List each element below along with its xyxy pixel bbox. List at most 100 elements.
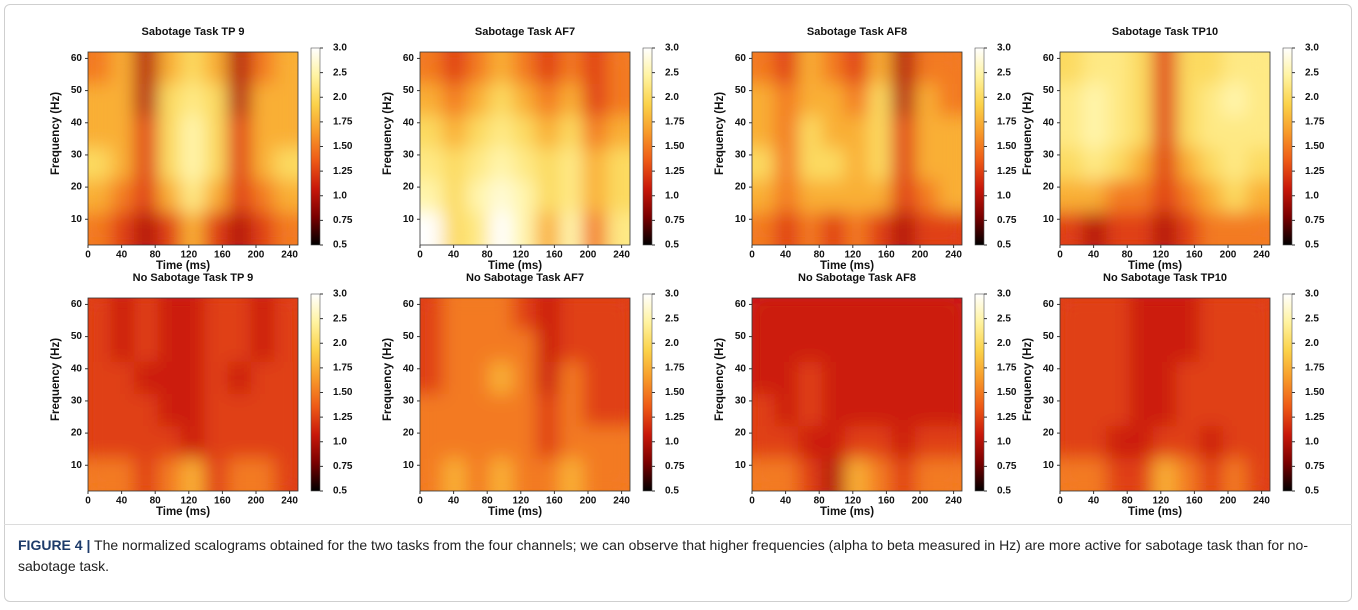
- heatmap-cell: [420, 394, 444, 428]
- heatmap-cell: [134, 426, 159, 460]
- heatmap-cell: [466, 115, 491, 149]
- x-axis-label: Time (ms): [1128, 506, 1182, 518]
- heatmap-cells: [1060, 52, 1270, 245]
- x-tick-label: 160: [214, 250, 231, 261]
- x-tick-label: 80: [1122, 496, 1134, 507]
- heatmap-cell: [1129, 458, 1154, 491]
- caption-label: FIGURE 4 |: [18, 537, 91, 553]
- heatmap-cell: [821, 180, 846, 214]
- heatmap-cell: [1246, 115, 1270, 149]
- colorbar-tick-label: 0.75: [997, 215, 1017, 226]
- y-tick-label: 10: [71, 214, 83, 225]
- heatmap-cell: [1222, 426, 1248, 460]
- colorbar-tick-label: 3.0: [665, 289, 679, 300]
- heatmap-cell: [420, 458, 444, 491]
- heatmap-cell: [442, 115, 468, 149]
- heatmap-cell: [821, 298, 846, 331]
- x-tick-label: 200: [1220, 496, 1237, 507]
- heatmap-cell: [914, 361, 940, 395]
- heatmap-cell: [844, 180, 870, 214]
- heatmap-cell: [891, 426, 916, 460]
- chart-title: Sabotage Task TP10: [1112, 26, 1218, 38]
- caption-rule: [4, 524, 1352, 525]
- heatmap-cell: [844, 329, 870, 363]
- heatmap-cell: [442, 180, 468, 214]
- heatmap-clip: [752, 52, 962, 245]
- heatmap-cell: [180, 148, 206, 182]
- heatmap-cell: [1246, 361, 1270, 395]
- heatmap-cell: [914, 426, 940, 460]
- heatmap-cell: [752, 148, 776, 182]
- heatmap-cell: [821, 458, 846, 491]
- heatmap-cell: [536, 212, 561, 245]
- colorbar-tick-label: 0.5: [1305, 240, 1319, 251]
- heatmap-cell: [134, 212, 159, 245]
- x-tick-label: 80: [814, 250, 826, 261]
- heatmap-cells: [420, 52, 630, 245]
- heatmap-cell: [227, 83, 252, 117]
- colorbar-tick-label: 0.75: [1305, 215, 1325, 226]
- heatmap-cell: [821, 426, 846, 460]
- heatmap-cell: [868, 329, 893, 363]
- heatmap-cell: [442, 361, 468, 395]
- scalogram: Sabotage Task TP 9 0 40 80 120 160 200 240 10 20 3…: [50, 26, 353, 272]
- heatmap-cell: [489, 52, 514, 85]
- heatmap-cell: [1152, 52, 1178, 85]
- heatmap-cell: [1199, 148, 1224, 182]
- heatmap-cell: [442, 426, 468, 460]
- heatmap-cell: [938, 361, 962, 395]
- heatmap-cell: [466, 148, 491, 182]
- colorbar-tick-label: 1.0: [1305, 190, 1319, 201]
- heatmap-cell: [774, 148, 800, 182]
- heatmap-cell: [1222, 361, 1248, 395]
- heatmap-cell: [180, 426, 206, 460]
- heatmap-cell: [844, 298, 870, 331]
- heatmap-cell: [110, 83, 136, 117]
- heatmap-cell: [227, 52, 252, 85]
- heatmap-clip: [420, 52, 630, 245]
- heatmap-cell: [274, 52, 298, 85]
- heatmap-cell: [420, 426, 444, 460]
- heatmap-cell: [868, 115, 893, 149]
- colorbar-tick-label: 1.25: [665, 412, 685, 423]
- heatmap-cell: [914, 180, 940, 214]
- heatmap-cell: [914, 115, 940, 149]
- heatmap-cell: [774, 361, 800, 395]
- heatmap-cell: [938, 458, 962, 491]
- heatmap-cell: [204, 426, 229, 460]
- heatmap-cell: [227, 115, 252, 149]
- heatmap-cell: [914, 148, 940, 182]
- heatmap-cell: [110, 329, 136, 363]
- heatmap-cell: [891, 148, 916, 182]
- heatmap-cell: [1176, 361, 1201, 395]
- heatmap-cell: [606, 115, 630, 149]
- y-tick-label: 50: [71, 331, 83, 342]
- heatmap-cell: [274, 148, 298, 182]
- colorbar-tick-label: 1.0: [997, 190, 1011, 201]
- heatmap-cell: [582, 180, 608, 214]
- heatmap-cell: [891, 115, 916, 149]
- heatmap-cell: [157, 458, 182, 491]
- heatmap-cell: [1060, 361, 1084, 395]
- heatmap-cell: [512, 212, 538, 245]
- heatmap-cell: [1222, 180, 1248, 214]
- scalogram-grid: Sabotage Task TP 90 40 80 120 160 200 24010203…: [50, 26, 1325, 518]
- colorbar-tick-label: 1.50: [333, 387, 353, 398]
- y-tick-label: 10: [71, 460, 83, 471]
- scalogram: Sabotage Task AF8 0 40 80 120 160 200 240 10 20 30…: [714, 26, 1017, 272]
- heatmap-cell: [582, 298, 608, 331]
- colorbar-tick-label: 3.0: [1305, 43, 1319, 54]
- y-tick-label: 20: [403, 428, 415, 439]
- heatmap-cell: [752, 83, 776, 117]
- colorbar-tick-label: 0.5: [333, 486, 347, 497]
- heatmap-cell: [466, 394, 491, 428]
- heatmap-cell: [1060, 329, 1084, 363]
- heatmap-cell: [227, 180, 252, 214]
- heatmap-cell: [274, 212, 298, 245]
- heatmap-cell: [1129, 212, 1154, 245]
- heatmap-cell: [227, 298, 252, 331]
- y-tick-label: 50: [735, 331, 747, 342]
- heatmap-cell: [1222, 115, 1248, 149]
- heatmap-cell: [1060, 180, 1084, 214]
- heatmap-cell: [1246, 458, 1270, 491]
